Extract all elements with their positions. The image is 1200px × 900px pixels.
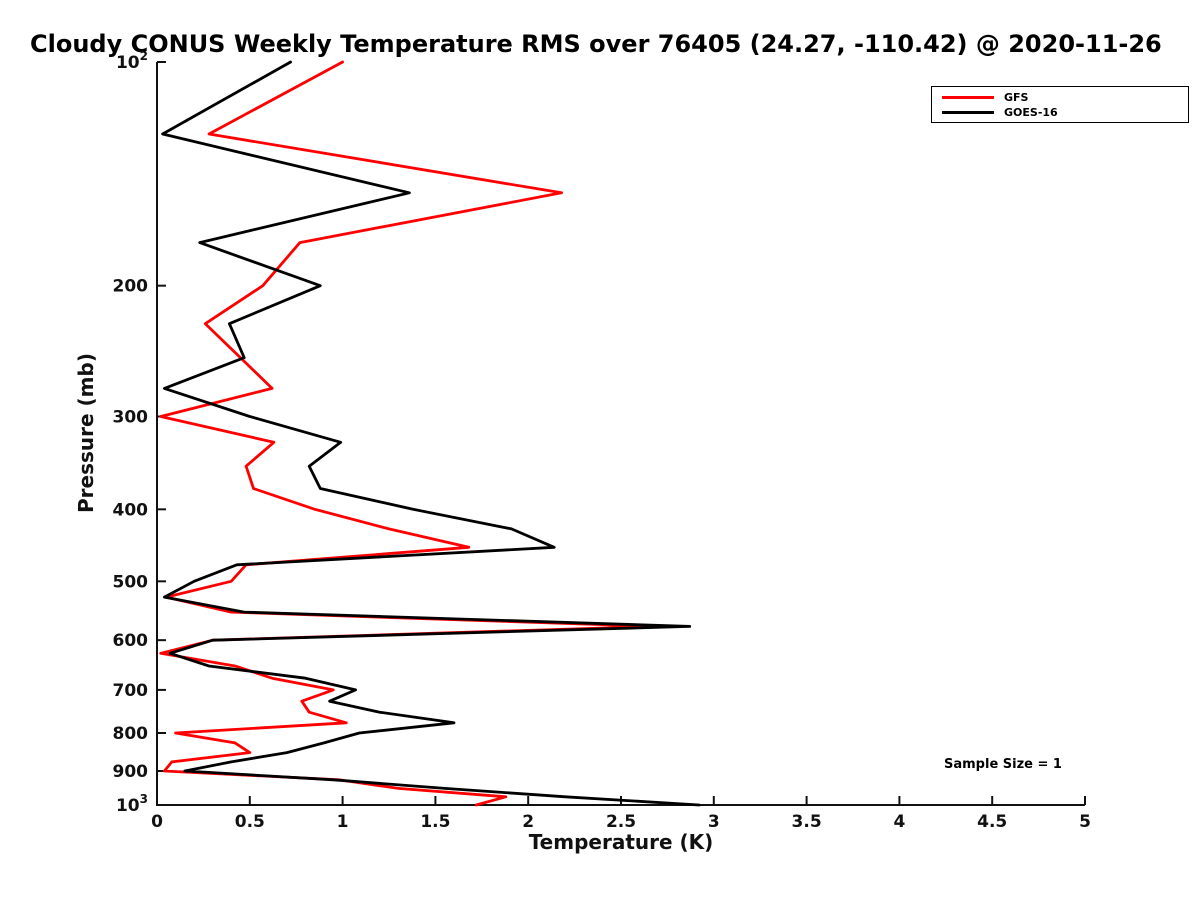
chart-title: Cloudy CONUS Weekly Temperature RMS over…: [30, 30, 1162, 58]
legend-item-gfs: GFS: [942, 90, 1178, 104]
x-tick-label: 5: [1079, 812, 1091, 832]
legend-label: GOES-16: [1004, 105, 1058, 119]
x-axis-label: Temperature (K): [528, 830, 714, 854]
y-tick-label: 600: [113, 631, 149, 651]
x-tick-label: 1: [337, 812, 349, 832]
x-tick-label: 2.5: [606, 812, 636, 832]
y-tick-label: 200: [113, 277, 149, 297]
x-tick-label: 0.5: [235, 812, 265, 832]
legend-line-swatch: [942, 110, 994, 114]
legend: GFS GOES-16: [931, 86, 1189, 123]
y-tick-label: 500: [113, 572, 149, 592]
x-tick-label: 4: [893, 812, 905, 832]
y-tick-label: 400: [113, 500, 149, 520]
y-tick-label: 300: [113, 408, 149, 428]
axes: [156, 62, 1085, 806]
y-tick-label: 800: [113, 724, 149, 744]
series-line-gfs: [159, 60, 656, 807]
x-tick-label: 3.5: [792, 812, 822, 832]
x-tick-label: 0: [151, 812, 163, 832]
y-tick-label: 102: [116, 49, 148, 73]
y-tick-label: 900: [113, 762, 149, 782]
legend-line-swatch: [942, 95, 994, 99]
y-tick-label: 103: [116, 792, 148, 816]
x-tick-label: 1.5: [420, 812, 450, 832]
y-ticks: 102 200 300 400 500 600 700 800 900 103: [113, 49, 166, 816]
x-tick-label: 3: [708, 812, 720, 832]
y-tick-label: 700: [113, 681, 149, 701]
legend-item-goes-16: GOES-16: [942, 105, 1178, 119]
y-axis-label: Pressure (mb): [74, 353, 98, 513]
sample-size-annotation: Sample Size = 1: [944, 757, 1062, 772]
x-tick-label: 2: [522, 812, 534, 832]
x-tick-label: 4.5: [977, 812, 1007, 832]
legend-label: GFS: [1004, 90, 1029, 104]
series-line-goes-16: [161, 60, 701, 807]
x-ticks: 0 0.5 1 1.5 2 2.5 3 3.5 4 4.5 5: [151, 796, 1091, 832]
